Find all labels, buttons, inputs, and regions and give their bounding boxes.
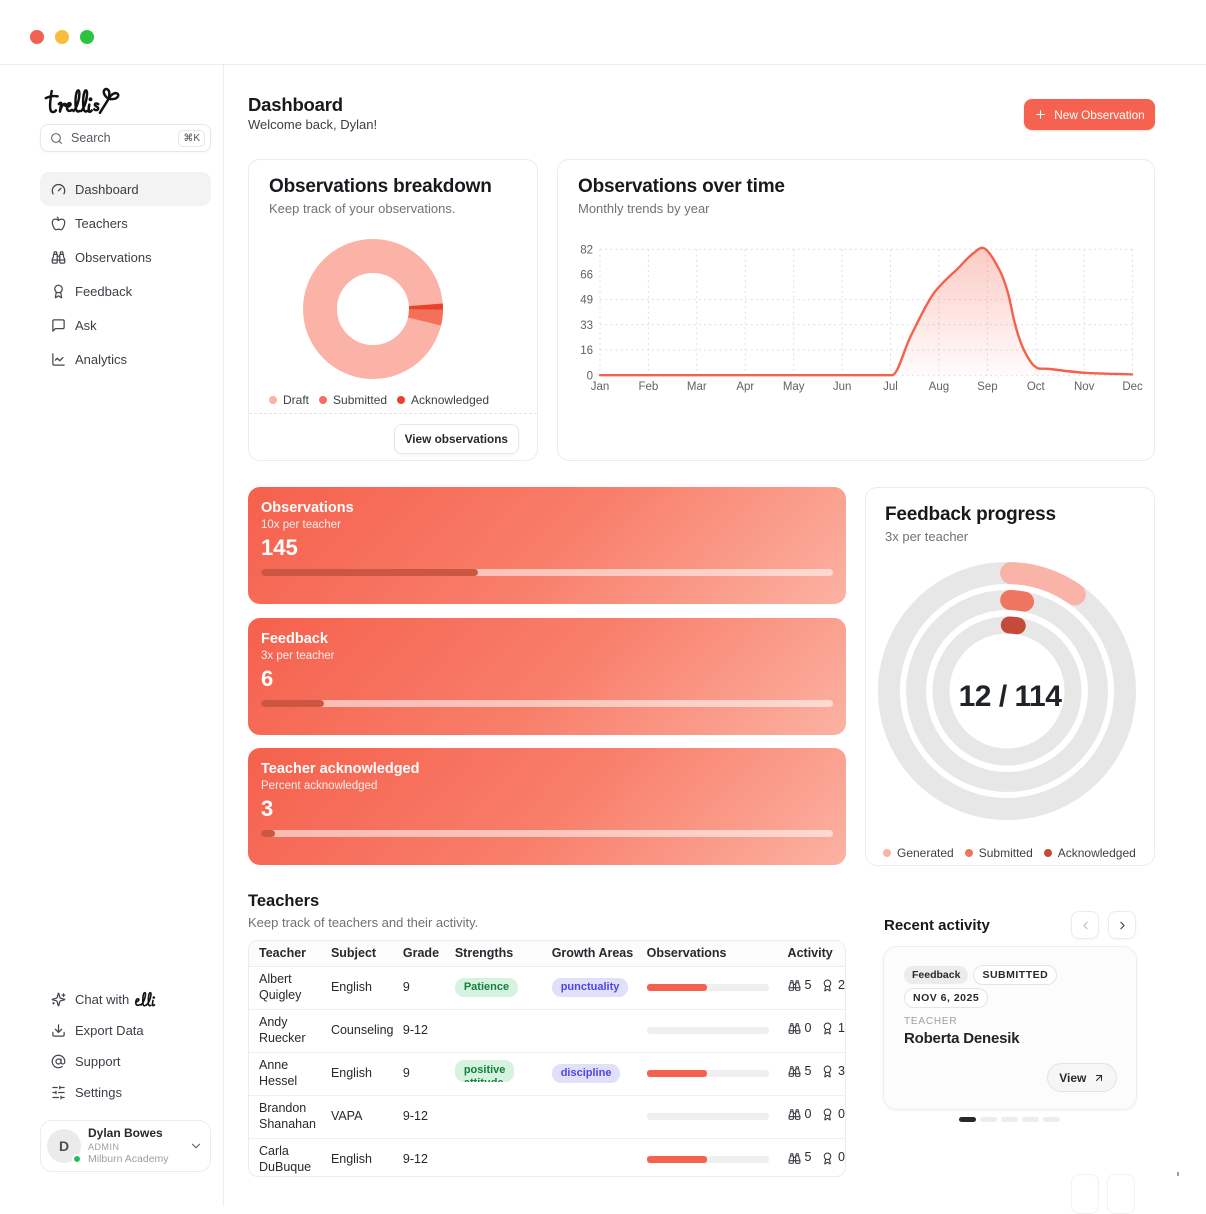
svg-text:Jul: Jul (883, 381, 898, 393)
svg-text:Mar: Mar (687, 381, 707, 393)
svg-text:Feb: Feb (638, 381, 658, 393)
svg-text:0: 0 (587, 370, 593, 382)
svg-text:May: May (783, 381, 805, 393)
svg-text:Jun: Jun (833, 381, 852, 393)
svg-text:Jan: Jan (591, 381, 610, 393)
svg-text:Nov: Nov (1074, 381, 1095, 393)
svg-text:Aug: Aug (929, 381, 949, 393)
svg-text:49: 49 (580, 295, 593, 307)
svg-text:Apr: Apr (736, 381, 754, 393)
svg-text:Sep: Sep (977, 381, 997, 393)
svg-text:82: 82 (580, 244, 593, 256)
svg-text:Dec: Dec (1122, 381, 1143, 393)
svg-text:33: 33 (580, 320, 593, 332)
svg-text:66: 66 (580, 270, 593, 282)
svg-text:Oct: Oct (1027, 381, 1046, 393)
svg-text:16: 16 (580, 345, 593, 357)
